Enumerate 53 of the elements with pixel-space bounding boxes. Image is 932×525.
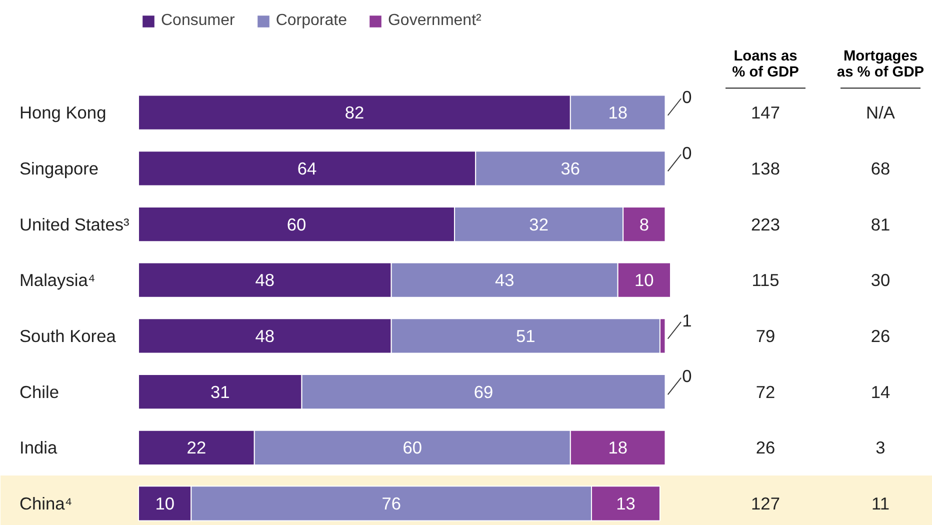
y-tick-label: Malaysia⁴ (20, 270, 96, 290)
data-label: 1 (682, 310, 692, 330)
text: 3 (876, 438, 886, 458)
text: 68 (870, 158, 890, 178)
data-label: 0 (682, 142, 692, 163)
text: 138 (751, 158, 780, 178)
data-label: 64 (297, 158, 318, 178)
text: N/A (866, 102, 896, 123)
data-label: 22 (186, 438, 206, 458)
data-label: 76 (382, 493, 401, 514)
data-label: 48 (255, 270, 275, 290)
text: 147 (751, 102, 780, 123)
y-tick-label: United States³ (20, 214, 130, 234)
y-tick-label: Chile (20, 382, 59, 402)
text: 81 (870, 214, 890, 234)
data-label: 36 (560, 158, 580, 178)
legend-label: Consumer (161, 12, 235, 30)
data-label: 60 (286, 214, 306, 234)
y-tick-label: Hong Kong (20, 102, 106, 123)
data-label: 10 (634, 270, 654, 290)
text: 26 (870, 326, 890, 346)
data-label: 10 (155, 493, 174, 514)
text: 79 (756, 326, 776, 346)
text: 115 (752, 270, 780, 290)
text: 26 (756, 438, 776, 458)
text: Loans as % of GDP (732, 48, 800, 81)
data-label: 18 (608, 102, 628, 123)
data-label: 31 (210, 382, 230, 402)
data-label: 0 (682, 86, 692, 107)
text: 11 (872, 493, 890, 514)
data-label: 48 (255, 326, 275, 346)
data-label: 13 (616, 493, 636, 514)
legend-label: Corporate (276, 12, 347, 30)
data-label: 0 (682, 366, 692, 386)
data-label: 32 (529, 214, 548, 234)
text: 223 (751, 214, 780, 234)
data-label: 8 (639, 214, 649, 234)
data-label: 51 (516, 326, 536, 346)
text: Mortgages as % of GDP (836, 48, 924, 81)
text: 127 (751, 493, 780, 514)
y-tick-label: South Korea (20, 326, 116, 346)
data-label: 60 (402, 438, 422, 458)
data-label: 69 (474, 382, 494, 402)
text: 14 (870, 382, 890, 402)
y-tick-label: India (20, 438, 58, 458)
text: 30 (870, 270, 890, 290)
data-label: 43 (494, 270, 514, 290)
data-label: 82 (344, 102, 364, 123)
y-tick-label: Singapore (20, 158, 99, 178)
text: 72 (756, 382, 776, 402)
legend-label: Government² (388, 12, 482, 30)
y-tick-label: China⁴ (20, 493, 72, 514)
data-label: 18 (608, 438, 628, 458)
